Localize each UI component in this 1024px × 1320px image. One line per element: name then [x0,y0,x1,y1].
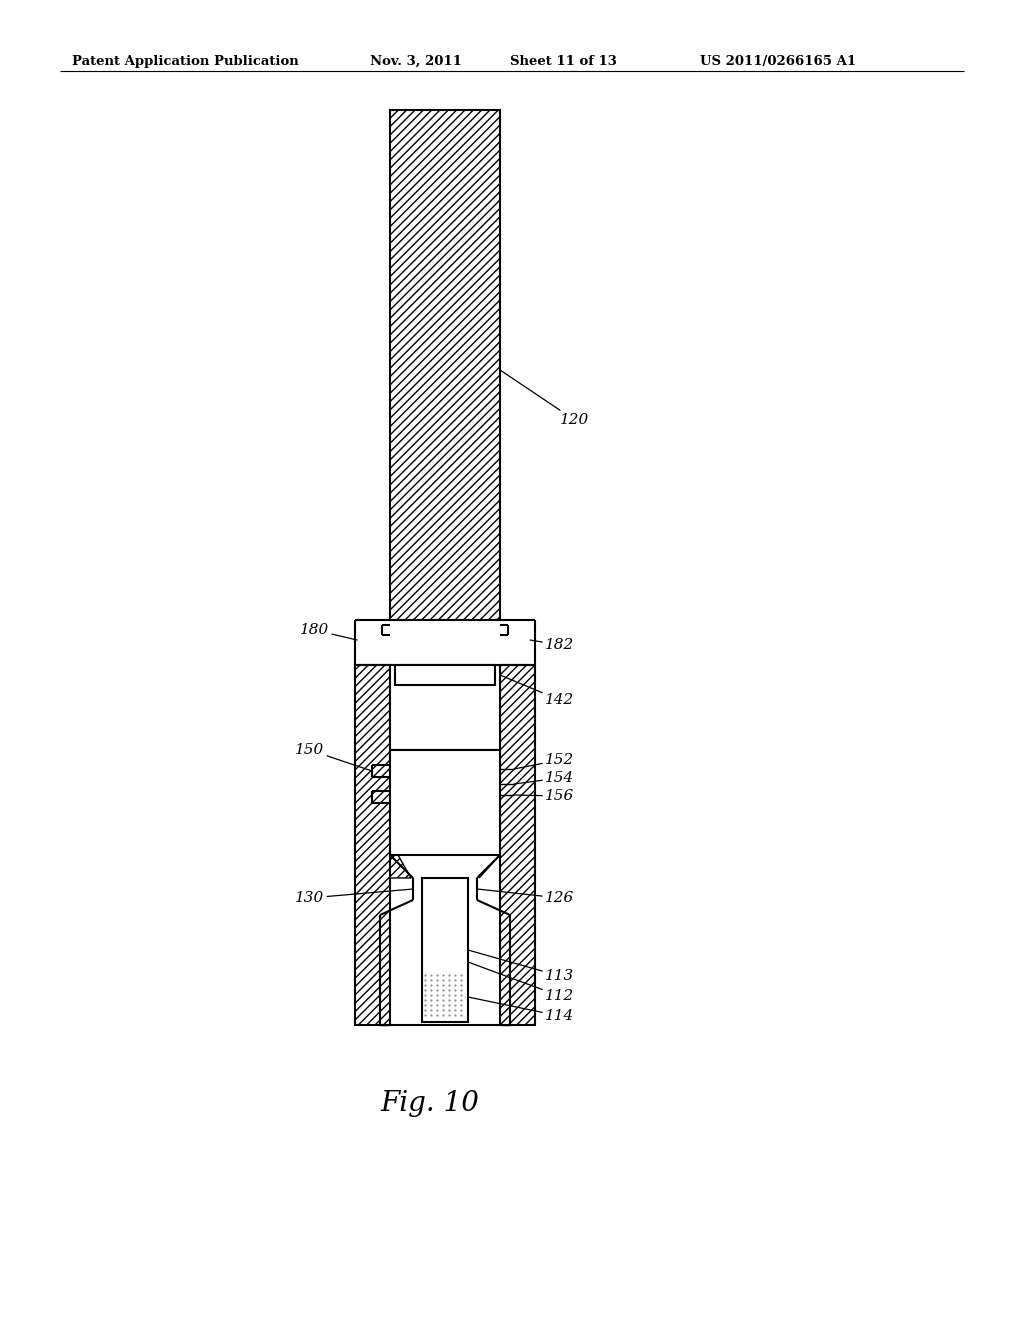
Text: 152: 152 [514,752,574,770]
Polygon shape [390,110,500,620]
Text: 142: 142 [500,675,574,708]
Text: 156: 156 [514,789,574,803]
Bar [422,878,468,1022]
Text: Sheet 11 of 13: Sheet 11 of 13 [510,55,616,69]
Polygon shape [479,855,500,878]
Text: Patent Application Publication: Patent Application Publication [72,55,299,69]
Polygon shape [355,665,390,1026]
Polygon shape [390,855,411,878]
Polygon shape [502,915,510,1026]
Text: 113: 113 [468,950,574,983]
Text: 114: 114 [468,997,574,1023]
Text: 112: 112 [468,962,574,1003]
Text: Fig. 10: Fig. 10 [381,1090,479,1117]
Bar [390,750,500,855]
Text: 154: 154 [514,771,574,785]
Text: 180: 180 [300,623,357,640]
Text: 120: 120 [500,370,589,426]
Bar [395,665,495,685]
Text: US 2011/0266165 A1: US 2011/0266165 A1 [700,55,856,69]
Polygon shape [500,665,535,1026]
Polygon shape [380,915,388,1026]
Bar [390,665,500,750]
Text: Nov. 3, 2011: Nov. 3, 2011 [370,55,462,69]
Text: 126: 126 [477,888,574,906]
Text: 150: 150 [295,743,372,771]
Text: 130: 130 [295,888,413,906]
Text: 182: 182 [530,638,574,652]
